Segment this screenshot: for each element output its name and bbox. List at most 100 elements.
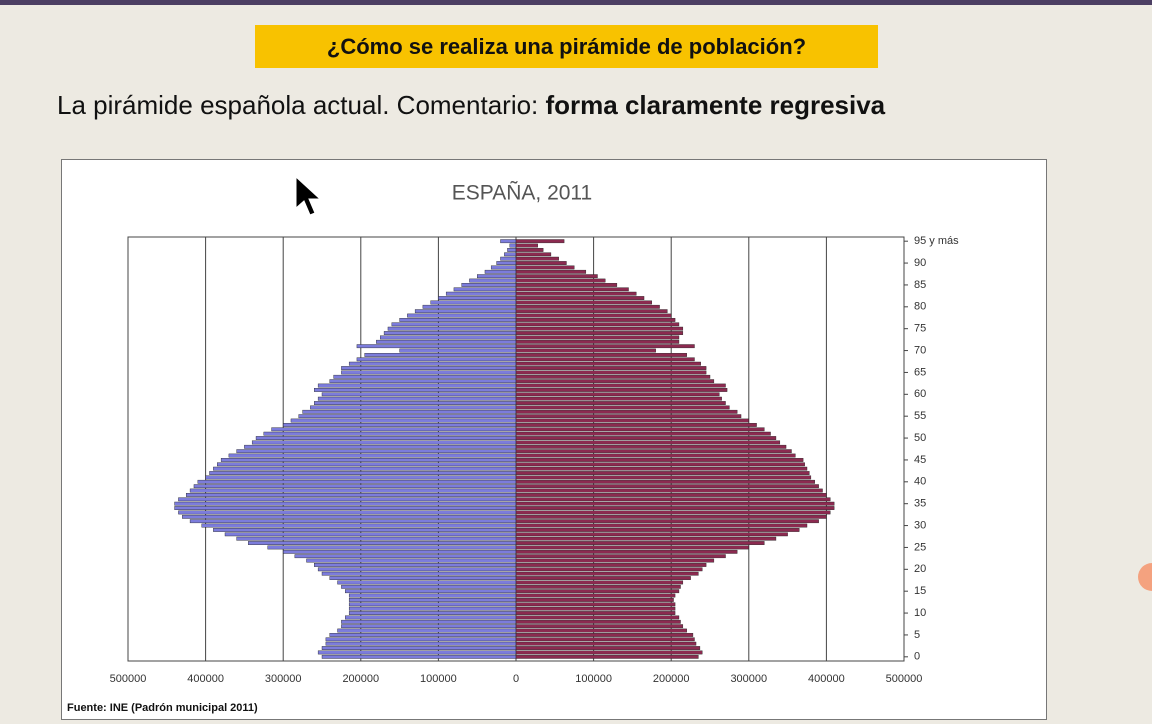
y-tick-label: 90 bbox=[914, 257, 926, 269]
bar bbox=[515, 274, 598, 279]
bar bbox=[515, 501, 835, 506]
bar bbox=[314, 401, 517, 405]
bar bbox=[515, 252, 552, 257]
y-tick-label: 85 bbox=[914, 279, 926, 291]
bar bbox=[490, 265, 517, 270]
bar bbox=[282, 549, 517, 554]
bar bbox=[515, 278, 606, 283]
bar bbox=[515, 624, 684, 629]
bar bbox=[174, 501, 517, 506]
bar bbox=[515, 471, 810, 475]
bar bbox=[515, 484, 819, 489]
bar bbox=[469, 278, 517, 283]
bar bbox=[515, 558, 715, 563]
bar bbox=[290, 418, 517, 423]
bar bbox=[500, 256, 517, 261]
y-tick-label: 95 y más bbox=[914, 235, 959, 247]
bar bbox=[484, 269, 517, 274]
bar bbox=[515, 549, 738, 554]
y-tick-label: 35 bbox=[914, 498, 926, 510]
bar bbox=[515, 567, 703, 572]
bar bbox=[314, 388, 517, 392]
bar bbox=[515, 313, 672, 318]
bar bbox=[348, 593, 517, 598]
bar bbox=[453, 287, 517, 292]
bar bbox=[515, 414, 742, 419]
side-button[interactable] bbox=[1138, 563, 1152, 591]
bar bbox=[515, 493, 827, 497]
bar bbox=[515, 304, 660, 309]
bar bbox=[298, 414, 517, 419]
bar bbox=[504, 252, 517, 257]
bar bbox=[356, 344, 517, 349]
bar bbox=[348, 361, 517, 366]
bar bbox=[515, 296, 645, 300]
bar bbox=[515, 300, 653, 305]
y-tick-label: 60 bbox=[914, 388, 926, 400]
bar bbox=[515, 348, 656, 353]
bar bbox=[430, 300, 517, 305]
bar bbox=[515, 440, 781, 445]
bar bbox=[244, 444, 517, 449]
x-tick-label: 500000 bbox=[886, 673, 923, 685]
bar bbox=[213, 466, 517, 471]
bar bbox=[509, 243, 517, 248]
bar bbox=[314, 563, 517, 567]
bar bbox=[515, 584, 681, 589]
chart-frame: ESPAÑA, 2011 Fuente: INE (Padrón municip… bbox=[61, 159, 1047, 720]
bar bbox=[217, 462, 517, 467]
bar bbox=[438, 296, 517, 300]
bar bbox=[317, 567, 517, 572]
bar bbox=[496, 261, 517, 265]
bar bbox=[515, 633, 694, 637]
subtitle-text: La pirámide española actual. Comentario: bbox=[57, 90, 546, 120]
bar bbox=[515, 366, 707, 370]
bar bbox=[348, 598, 517, 602]
bar bbox=[515, 357, 695, 362]
bar bbox=[213, 528, 517, 532]
source-note: Fuente: INE (Padrón municipal 2011) bbox=[67, 702, 258, 714]
y-tick-label: 20 bbox=[914, 563, 926, 575]
bar bbox=[341, 370, 517, 375]
bar bbox=[348, 606, 517, 611]
y-tick-label: 25 bbox=[914, 541, 926, 553]
bar bbox=[515, 510, 831, 515]
bar bbox=[224, 532, 517, 537]
bar bbox=[178, 497, 517, 502]
bar bbox=[515, 598, 674, 602]
y-tick-label: 80 bbox=[914, 301, 926, 313]
x-tick-label: 0 bbox=[513, 673, 519, 685]
bar bbox=[515, 291, 637, 296]
bar bbox=[209, 471, 517, 475]
bar bbox=[341, 624, 517, 629]
bar bbox=[407, 313, 517, 318]
bar bbox=[515, 339, 680, 344]
bar bbox=[515, 444, 787, 449]
bar bbox=[383, 331, 517, 335]
bar bbox=[515, 458, 804, 462]
y-tick-label: 40 bbox=[914, 476, 926, 488]
bar bbox=[515, 637, 695, 642]
bar bbox=[515, 475, 812, 480]
bar bbox=[391, 322, 517, 327]
bar bbox=[515, 646, 701, 650]
bar bbox=[515, 536, 777, 541]
bar bbox=[174, 506, 517, 510]
mouse-cursor bbox=[295, 175, 322, 216]
bar bbox=[325, 641, 517, 646]
bar bbox=[236, 536, 517, 541]
bar bbox=[515, 265, 575, 270]
bar bbox=[515, 488, 823, 493]
bar bbox=[515, 466, 808, 471]
bar bbox=[399, 348, 517, 353]
bar bbox=[321, 392, 517, 397]
bar bbox=[515, 418, 750, 423]
bar bbox=[306, 558, 517, 563]
bar bbox=[255, 436, 517, 440]
bar bbox=[515, 541, 765, 545]
bar bbox=[515, 370, 707, 375]
subtitle-emphasis: forma claramente regresiva bbox=[545, 90, 886, 120]
y-tick-label: 45 bbox=[914, 454, 926, 466]
y-tick-label: 50 bbox=[914, 432, 926, 444]
y-tick-label: 10 bbox=[914, 607, 926, 619]
